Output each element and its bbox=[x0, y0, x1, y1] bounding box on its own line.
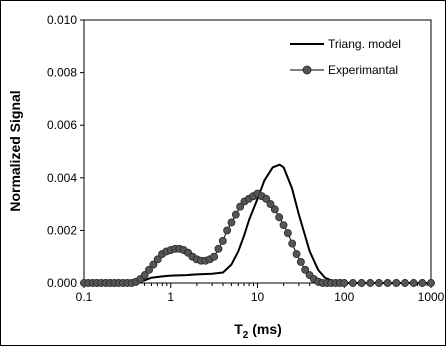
y-tick-label: 0.004 bbox=[47, 171, 77, 185]
data-point-experimental bbox=[210, 252, 219, 261]
data-point-experimental bbox=[418, 279, 427, 287]
data-point-experimental bbox=[223, 226, 232, 235]
data-point-experimental bbox=[340, 279, 349, 287]
data-point-experimental bbox=[401, 279, 409, 287]
series-group bbox=[80, 163, 435, 287]
data-point-experimental bbox=[301, 265, 310, 274]
y-tick-label: 0.008 bbox=[47, 66, 77, 80]
data-point-experimental bbox=[145, 265, 153, 274]
legend-label-triang-model: Triang. model bbox=[328, 37, 401, 51]
data-point-experimental bbox=[283, 229, 292, 237]
data-point-experimental bbox=[149, 260, 158, 269]
x-tick-label: 1 bbox=[167, 290, 174, 304]
x-axis-label: T2 (ms) bbox=[234, 321, 282, 341]
data-point-experimental bbox=[288, 239, 297, 248]
data-point-experimental bbox=[366, 279, 375, 287]
data-point-experimental bbox=[227, 218, 236, 227]
data-point-experimental bbox=[279, 221, 288, 230]
data-point-experimental bbox=[231, 210, 240, 219]
data-point-experimental bbox=[296, 258, 305, 266]
x-tick-label: 100 bbox=[334, 290, 354, 304]
data-point-experimental bbox=[383, 279, 392, 287]
data-point-experimental bbox=[218, 236, 227, 245]
legend-label-experimental: Experimantal bbox=[328, 63, 398, 77]
data-point-experimental bbox=[392, 279, 401, 287]
y-axis-label: Normalized Signal bbox=[7, 90, 23, 211]
data-point-experimental bbox=[409, 279, 418, 287]
data-point-experimental bbox=[266, 200, 275, 209]
data-point-experimental bbox=[427, 279, 435, 287]
data-point-experimental bbox=[348, 279, 357, 287]
plot-area bbox=[83, 19, 432, 284]
y-tick-label: 0.006 bbox=[47, 118, 77, 132]
x-tick-label: 1000 bbox=[418, 290, 445, 304]
x-tick-label: 10 bbox=[251, 290, 265, 304]
y-tick-label: 0.010 bbox=[47, 13, 77, 27]
data-point-experimental bbox=[375, 279, 383, 287]
data-point-experimental bbox=[262, 194, 271, 203]
x-tick-label: 0.1 bbox=[76, 290, 93, 304]
x-axis-label-subscript: 2 bbox=[243, 330, 249, 341]
data-point-experimental bbox=[140, 271, 149, 280]
legend-marker-experimental bbox=[302, 65, 312, 75]
data-point-experimental bbox=[292, 250, 301, 259]
y-axis: 0.000 0.002 0.004 0.006 0.008 0.010 bbox=[47, 13, 84, 290]
legend: Triang. model Experimantal bbox=[290, 37, 401, 77]
data-point-experimental bbox=[357, 279, 366, 287]
y-tick-label: 0.002 bbox=[47, 223, 77, 237]
data-point-experimental bbox=[275, 213, 284, 222]
data-point-experimental bbox=[236, 202, 245, 211]
data-point-experimental bbox=[214, 244, 223, 253]
x-axis-label-main: T bbox=[234, 321, 243, 337]
x-axis-label-unit: (ms) bbox=[248, 321, 281, 337]
series-line-triang-model bbox=[84, 163, 431, 284]
data-point-experimental bbox=[270, 205, 279, 214]
y-tick-label: 0.000 bbox=[47, 276, 77, 290]
data-point-experimental bbox=[153, 255, 162, 264]
